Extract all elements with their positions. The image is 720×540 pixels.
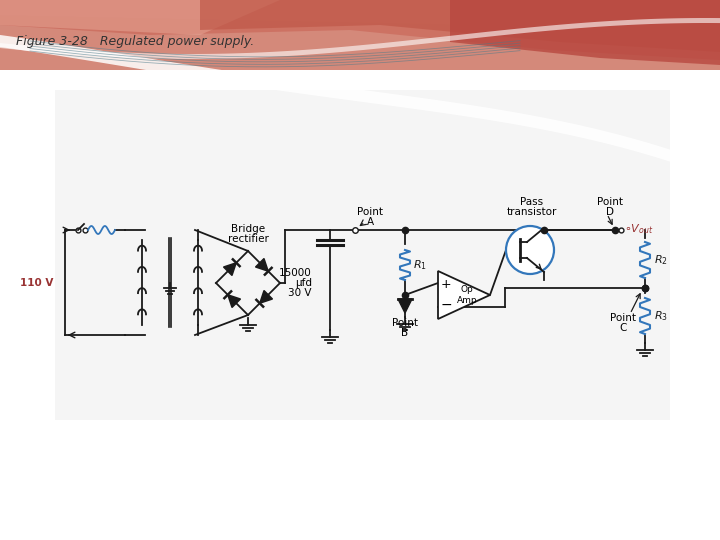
- Polygon shape: [450, 0, 720, 65]
- Text: +: +: [441, 279, 451, 292]
- Polygon shape: [438, 271, 490, 319]
- Text: Bridge: Bridge: [231, 224, 265, 234]
- Text: D: D: [606, 207, 614, 217]
- Polygon shape: [0, 0, 280, 35]
- Polygon shape: [260, 291, 272, 303]
- Text: Pass: Pass: [521, 197, 544, 207]
- Text: Figure 3-28   Regulated power supply.: Figure 3-28 Regulated power supply.: [16, 35, 254, 48]
- Polygon shape: [256, 259, 269, 271]
- Bar: [0, 0, 720, 70]
- Text: B: B: [402, 328, 408, 338]
- Text: $\circ V_{out}$: $\circ V_{out}$: [624, 222, 654, 236]
- Polygon shape: [223, 263, 236, 275]
- Polygon shape: [398, 299, 412, 313]
- Text: $R_3$: $R_3$: [654, 309, 668, 323]
- Polygon shape: [0, 0, 720, 30]
- Bar: [55, 90, 670, 420]
- Text: −: −: [440, 298, 452, 312]
- Text: rectifier: rectifier: [228, 234, 269, 244]
- Text: Point: Point: [597, 197, 623, 207]
- Polygon shape: [200, 0, 720, 52]
- Text: C: C: [619, 323, 626, 333]
- Text: Point: Point: [392, 318, 418, 328]
- Text: μfd: μfd: [295, 278, 312, 288]
- Text: 30 V: 30 V: [289, 288, 312, 298]
- Polygon shape: [0, 18, 720, 59]
- Text: Point: Point: [610, 313, 636, 323]
- Text: transistor: transistor: [507, 207, 557, 217]
- Text: Op
Amp: Op Amp: [456, 285, 477, 305]
- Polygon shape: [0, 35, 720, 179]
- Polygon shape: [228, 295, 240, 307]
- Text: 15000: 15000: [279, 268, 312, 278]
- Text: Point: Point: [357, 207, 383, 217]
- Text: $R_2$: $R_2$: [654, 253, 668, 267]
- Polygon shape: [0, 0, 720, 60]
- Text: $R_1$: $R_1$: [413, 258, 427, 272]
- Text: 110 V: 110 V: [19, 278, 53, 288]
- Circle shape: [506, 226, 554, 274]
- Text: A: A: [366, 217, 374, 227]
